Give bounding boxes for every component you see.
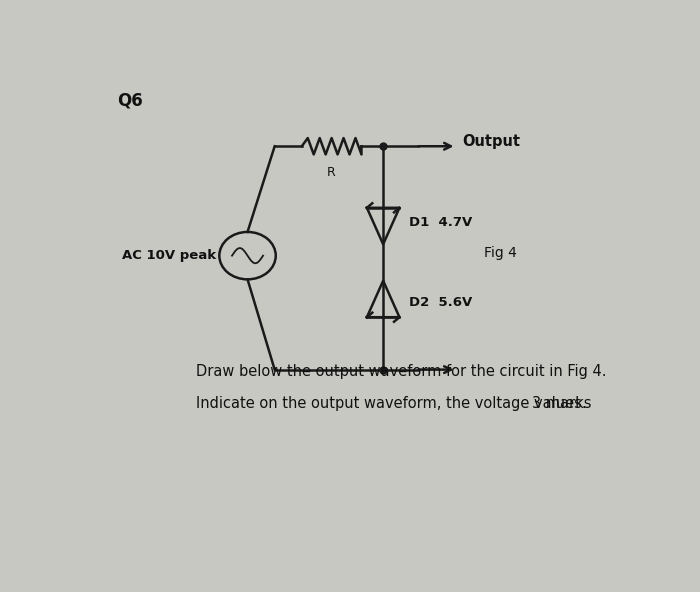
Text: Output: Output [462,134,520,149]
Text: D2  5.6V: D2 5.6V [410,296,473,309]
Text: 3 marks: 3 marks [532,396,592,411]
Text: Q6: Q6 [118,92,143,110]
Text: Fig 4: Fig 4 [484,246,517,260]
Text: R: R [328,166,336,179]
Text: Draw below the output waveform for the circuit in Fig 4.: Draw below the output waveform for the c… [196,365,606,379]
Text: AC 10V peak: AC 10V peak [122,249,216,262]
Text: D1  4.7V: D1 4.7V [410,216,473,229]
Text: Indicate on the output waveform, the voltage values.: Indicate on the output waveform, the vol… [196,396,587,411]
